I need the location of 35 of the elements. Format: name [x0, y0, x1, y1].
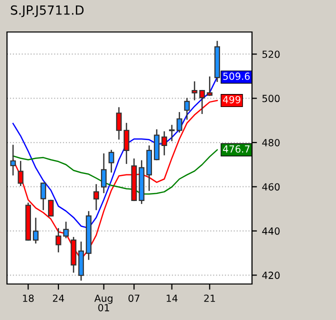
data-label: 499 — [222, 96, 240, 104]
y-tick-label: 520 — [262, 50, 280, 58]
candlestick — [48, 200, 54, 217]
candlestick — [184, 98, 190, 120]
candlestick — [169, 124, 175, 142]
candlestick — [108, 150, 114, 173]
x-tick-label: 18 — [23, 294, 34, 302]
candlestick — [192, 81, 198, 100]
candlestick — [100, 153, 107, 194]
data-label: 476.7 — [222, 145, 250, 153]
candlestick — [56, 228, 62, 252]
x-tick-label: 14 — [166, 294, 178, 302]
y-tick-label: 420 — [262, 272, 280, 279]
y-tick-label: 460 — [262, 183, 280, 191]
candlestick — [63, 222, 69, 238]
candlestick — [124, 122, 130, 164]
y-tick-label: 480 — [262, 139, 280, 146]
candlestick — [93, 184, 100, 210]
candlestick — [206, 76, 212, 96]
candlestick — [32, 218, 39, 244]
candlestick — [10, 144, 16, 176]
x-tick-label: 24 — [52, 294, 64, 302]
chart-title: S.JP.J5711.D — [10, 5, 84, 18]
line-series — [12, 149, 218, 195]
candlestick — [40, 182, 46, 210]
x-tick-label: 07 — [128, 294, 140, 302]
candlestick — [176, 112, 182, 133]
y-tick-label: 440 — [262, 227, 280, 235]
candlestick — [161, 131, 168, 156]
x-tick-label: Aug 01 — [94, 294, 112, 312]
y-tick-label: 500 — [262, 94, 280, 102]
data-label: 509.6 — [223, 72, 250, 80]
candlestick — [116, 107, 122, 140]
candlestick — [18, 160, 24, 186]
x-tick-label: 21 — [204, 294, 215, 302]
